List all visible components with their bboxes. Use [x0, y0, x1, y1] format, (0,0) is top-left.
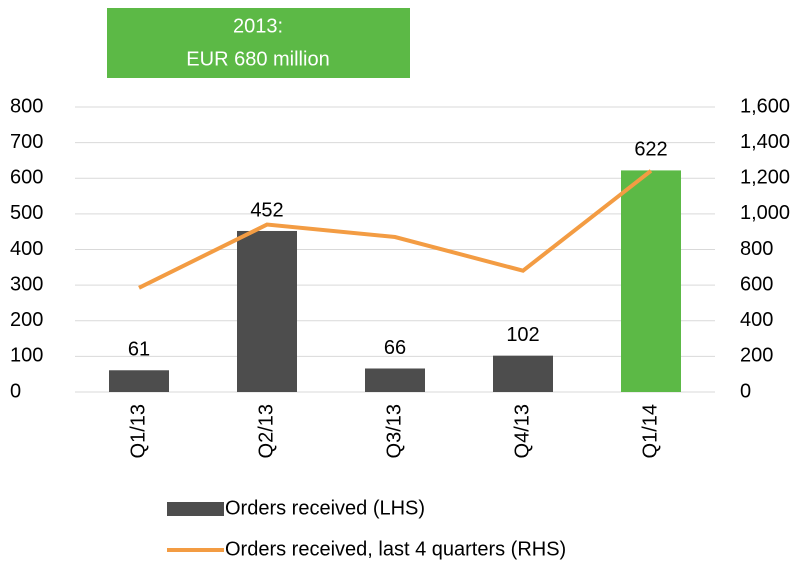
annotation-box	[107, 8, 410, 78]
annotation-text: EUR 680 million	[186, 48, 329, 70]
y-tick-label: 300	[10, 273, 43, 295]
x-tick-label: Q4/13	[511, 404, 533, 458]
legend-label: Orders received, last 4 quarters (RHS)	[225, 538, 566, 560]
y2-tick-label: 800	[740, 238, 773, 260]
bar	[493, 355, 553, 392]
x-tick-label: Q2/13	[255, 404, 277, 458]
y2-tick-label: 600	[740, 273, 773, 295]
y2-tick-label: 1,400	[740, 131, 790, 153]
data-label: 66	[384, 337, 406, 359]
annotation-text: 2013:	[233, 15, 283, 37]
x-tick-label: Q1/13	[127, 404, 149, 458]
x-tick-label: Q3/13	[383, 404, 405, 458]
data-label: 622	[634, 139, 667, 161]
y-tick-label: 400	[10, 238, 43, 260]
bar	[365, 368, 425, 392]
y-tick-label: 500	[10, 202, 43, 224]
y2-tick-label: 400	[740, 309, 773, 331]
y2-tick-label: 1,000	[740, 202, 790, 224]
bar	[109, 370, 169, 392]
y-tick-label: 200	[10, 309, 43, 331]
legend-label: Orders received (LHS)	[225, 497, 425, 519]
y-tick-label: 700	[10, 131, 43, 153]
data-label: 61	[128, 339, 150, 361]
line	[138, 169, 653, 290]
legend-swatch	[167, 502, 224, 516]
y-tick-label: 100	[10, 345, 43, 367]
y2-tick-label: 1,200	[740, 167, 790, 189]
y-tick-label: 800	[10, 95, 43, 117]
data-label: 452	[250, 199, 283, 221]
y2-tick-label: 1,600	[740, 95, 790, 117]
data-label: 102	[506, 324, 539, 346]
bar	[237, 230, 297, 392]
y-tick-label: 0	[10, 380, 21, 402]
y-tick-label: 600	[10, 167, 43, 189]
y2-tick-label: 0	[740, 380, 751, 402]
x-tick-label: Q1/14	[639, 404, 661, 458]
y2-tick-label: 200	[740, 345, 773, 367]
bar	[621, 170, 681, 392]
